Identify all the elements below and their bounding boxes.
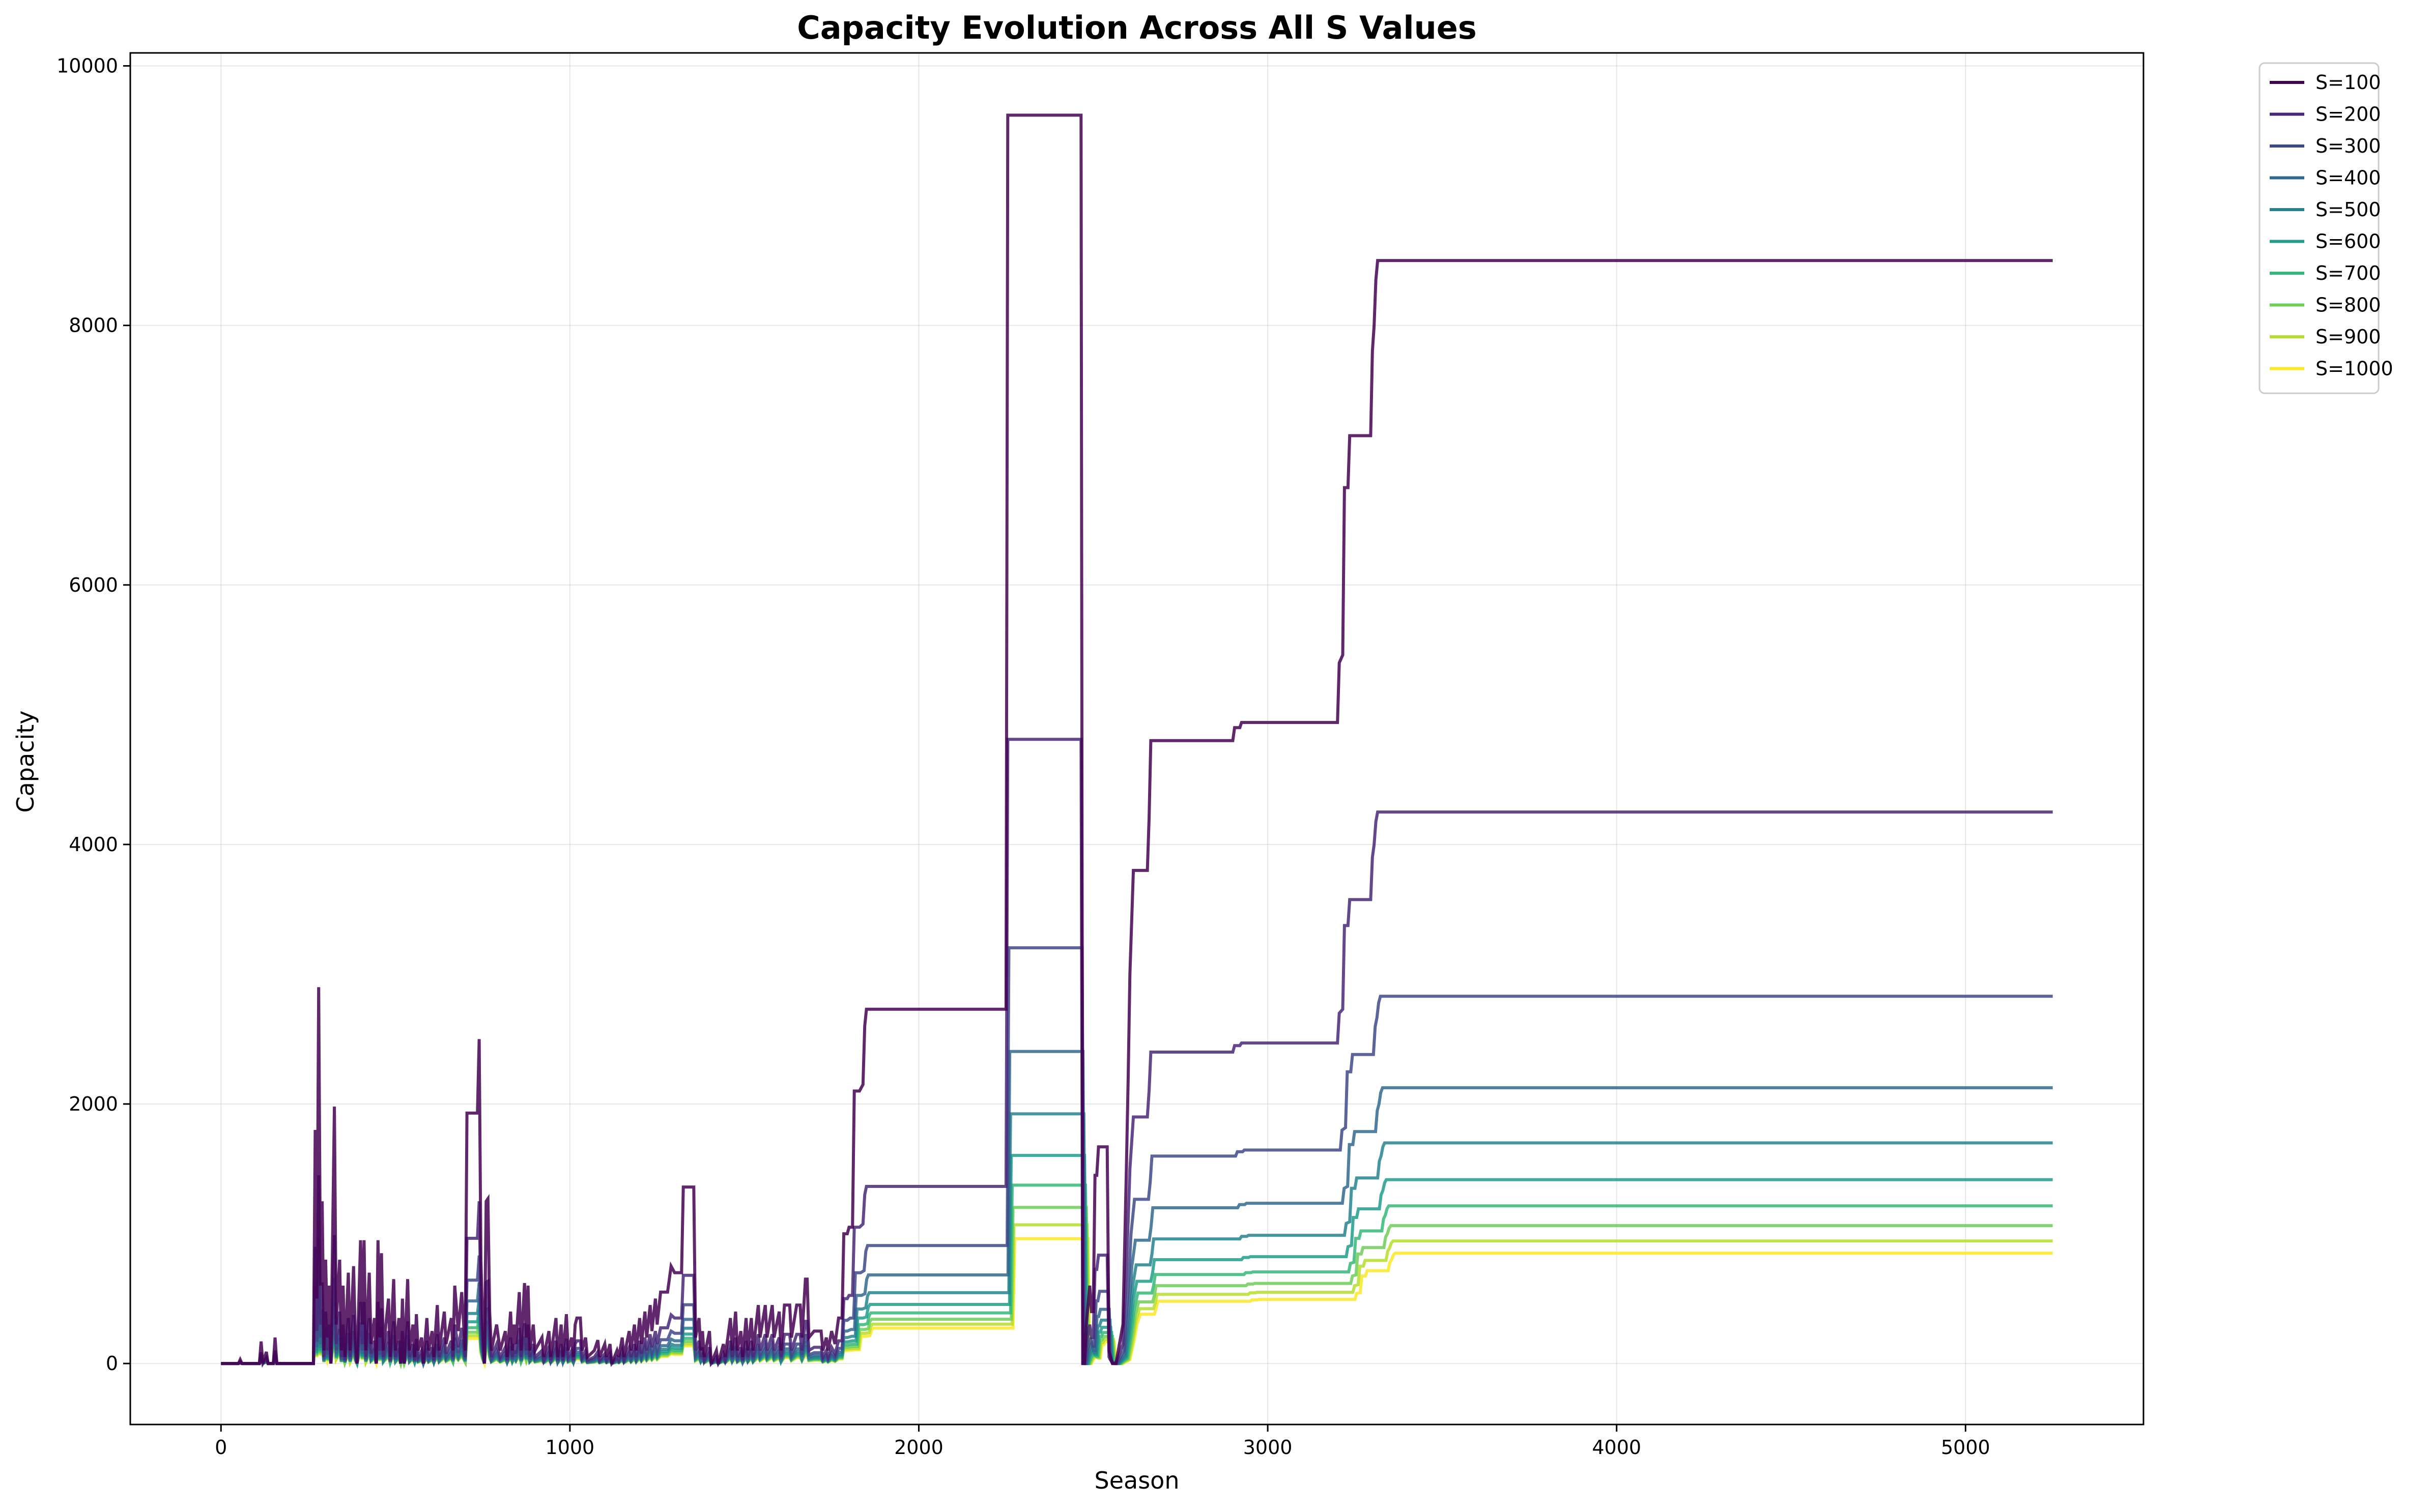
x-tick-label: 2000 [894,1436,943,1459]
legend: S=100 S=200 S=300 S=400 S=500 S=600 S=700 S=800… [2258,62,2393,394]
y-tick-label: 10000 [56,55,118,77]
y-tick-label: 8000 [69,314,118,337]
x-tick-label: 5000 [1941,1436,1990,1459]
legend-label: S=200 [2315,103,2381,126]
x-tick-label: 3000 [1243,1436,1293,1459]
legend-label: S=700 [2315,262,2381,284]
legend-label: S=900 [2315,326,2381,348]
legend-label: S=600 [2315,230,2381,253]
x-tick-label: 1000 [546,1436,595,1459]
legend-label: S=800 [2315,294,2381,316]
legend-label: S=500 [2315,198,2381,221]
plot-area-frame [129,52,2144,1426]
axis-ticks: 0 1000 2000 3000 4000 5000 0 2000 4000 6000 8000 10… [56,55,1990,1459]
chart-title: Capacity Evolution Across All S Values [797,9,1477,46]
legend-label: S=100 [2315,71,2381,94]
y-axis-label: Capacity [12,710,39,812]
y-tick-label: 2000 [69,1093,118,1115]
y-tick-label: 0 [106,1352,118,1375]
y-tick-label: 4000 [69,833,118,856]
x-tick-label: 4000 [1592,1436,1641,1459]
legend-label: S=300 [2315,135,2381,157]
legend-label: S=1000 [2315,358,2393,380]
series-line-s-100 [221,113,2053,1365]
x-tick-label: 0 [215,1436,227,1459]
x-axis-label: Season [1095,1467,1180,1494]
grid-lines [130,53,2143,1424]
legend-label: S=400 [2315,167,2381,189]
series-lines [221,113,2053,1370]
y-tick-label: 6000 [69,574,118,596]
